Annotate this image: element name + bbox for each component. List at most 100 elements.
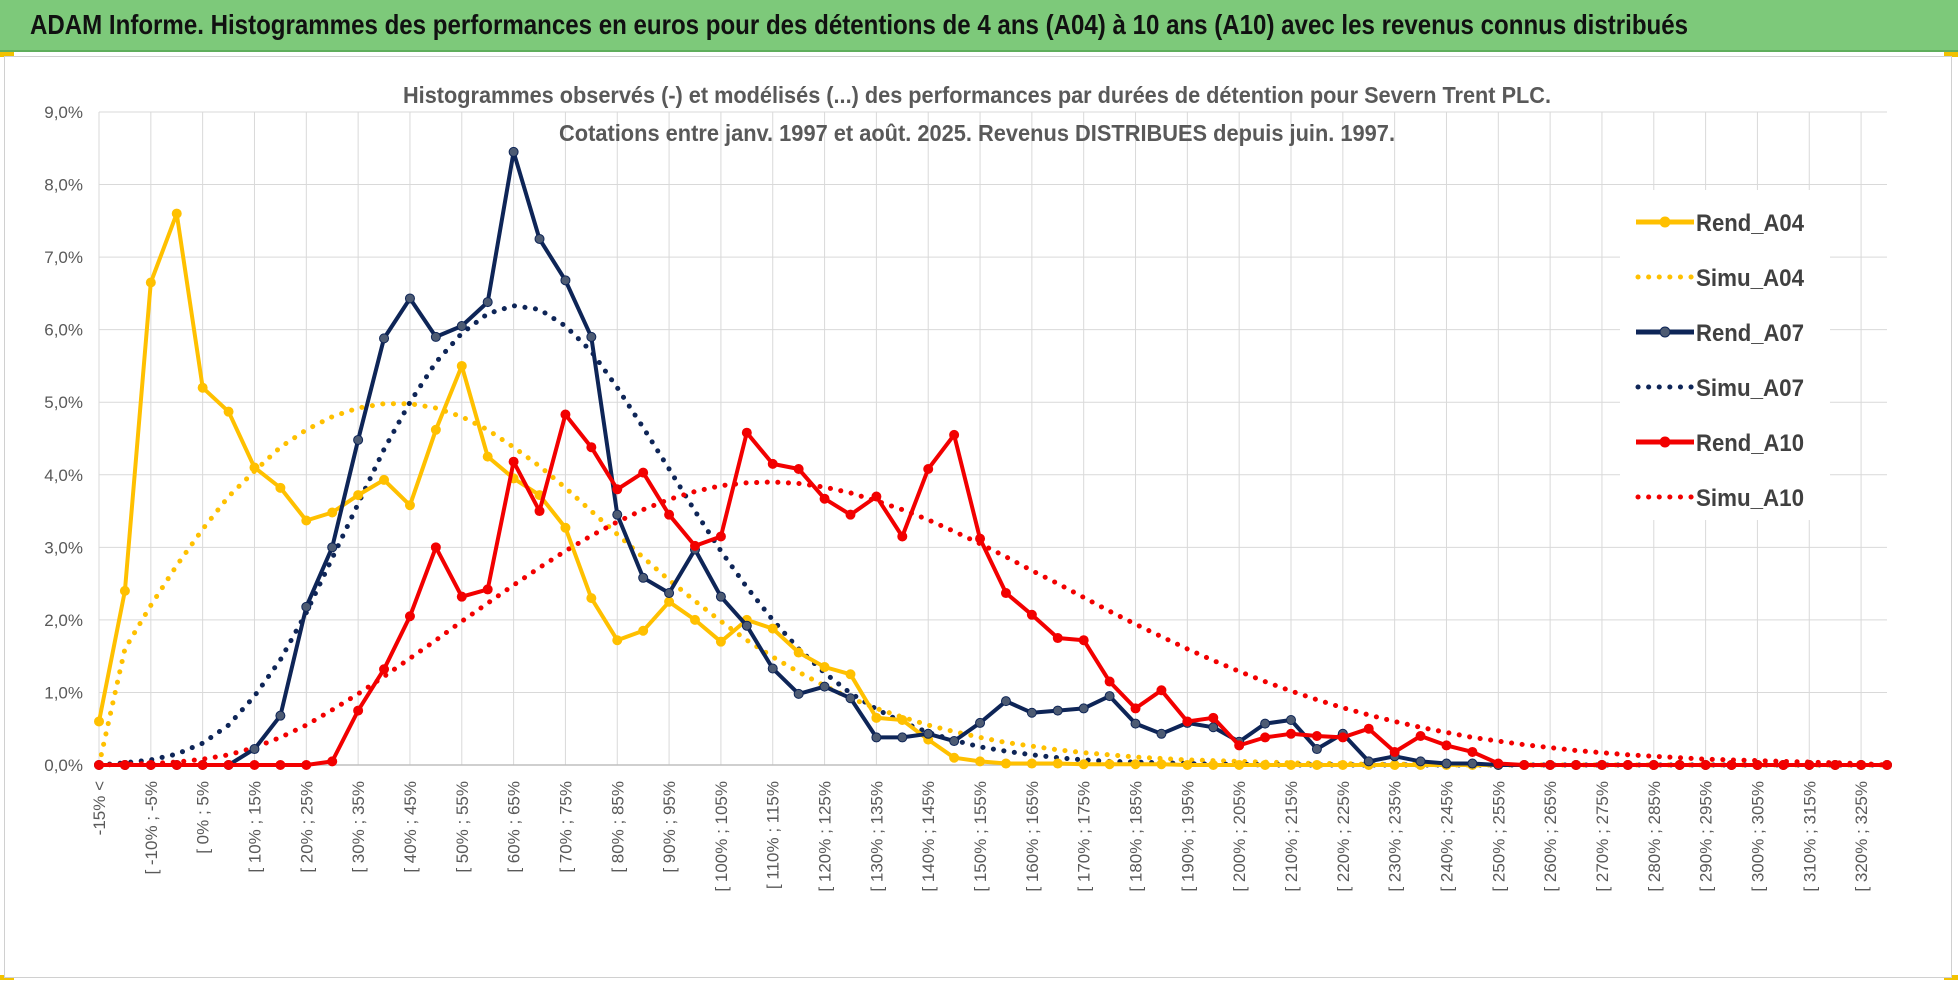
data-point <box>1519 760 1530 770</box>
data-point <box>1441 758 1452 769</box>
data-point <box>1052 705 1063 716</box>
data-point <box>949 752 960 763</box>
data-point <box>586 331 597 342</box>
data-point <box>586 593 597 604</box>
data-point <box>94 760 104 770</box>
data-point <box>430 542 441 553</box>
data-point <box>1545 760 1556 770</box>
x-tick-label: [ 240% ; 245% <box>1437 781 1456 892</box>
data-point <box>819 662 830 673</box>
data-point <box>741 427 752 438</box>
data-point <box>275 710 286 721</box>
data-point <box>560 409 571 420</box>
data-point <box>1648 760 1659 770</box>
data-point <box>1389 746 1400 757</box>
series-line-rend-a10 <box>99 412 1887 767</box>
data-point <box>430 424 441 435</box>
data-point <box>845 693 856 704</box>
legend-label: Rend_A10 <box>1696 430 1804 457</box>
data-point <box>1882 760 1892 770</box>
x-tick-label: [ 190% ; 195% <box>1178 781 1197 892</box>
data-point <box>1052 633 1063 644</box>
chart-subtitle: Cotations entre janv. 1997 et août. 2025… <box>559 120 1395 146</box>
y-tick-label: 6,0% <box>44 321 83 340</box>
data-point <box>404 611 415 622</box>
legend-label: Simu_A07 <box>1696 375 1804 402</box>
data-point <box>1026 707 1037 718</box>
data-point <box>1415 756 1426 767</box>
data-point <box>482 297 493 308</box>
data-point <box>1182 760 1193 770</box>
legend-marker <box>1659 216 1671 228</box>
x-tick-label: [ 250% ; 255% <box>1489 781 1508 892</box>
data-point <box>508 456 519 467</box>
data-point <box>1467 746 1478 757</box>
data-point <box>664 596 675 607</box>
legend-label: Rend_A04 <box>1696 210 1805 237</box>
data-point <box>456 360 467 371</box>
legend-marker <box>1659 436 1671 448</box>
data-point <box>612 509 623 520</box>
x-tick-label: [ 200% ; 205% <box>1230 781 1249 892</box>
data-point <box>897 732 908 743</box>
chart-title: Histogrammes observés (-) et modélisés (… <box>403 82 1551 108</box>
x-tick-label: -15% < <box>90 781 109 835</box>
data-point <box>612 484 623 495</box>
data-point <box>197 382 208 393</box>
data-point <box>1571 760 1582 770</box>
data-point <box>819 681 830 692</box>
data-point <box>793 688 804 699</box>
data-point <box>1311 760 1322 770</box>
report-banner: ADAM Informe. Histogrammes des performan… <box>0 0 1958 52</box>
data-point <box>327 542 338 553</box>
series-line-simu-a04 <box>96 401 1890 768</box>
data-point <box>1674 760 1685 770</box>
data-point <box>871 732 882 743</box>
data-point <box>741 620 752 631</box>
x-tick-label: [ 70% ; 75% <box>556 781 575 873</box>
x-tick-label: [ 280% ; 285% <box>1645 781 1664 892</box>
x-tick-label: [ 90% ; 95% <box>660 781 679 873</box>
data-point <box>664 588 675 599</box>
data-point <box>249 462 260 473</box>
data-point <box>171 208 182 219</box>
data-point <box>612 635 623 646</box>
data-point <box>1130 703 1141 714</box>
data-point <box>1156 728 1167 739</box>
chart-titles: Histogrammes observés (-) et modélisés (… <box>403 82 1551 146</box>
data-point <box>197 760 208 770</box>
data-point <box>767 623 778 634</box>
data-point <box>353 490 364 501</box>
data-point <box>404 500 415 511</box>
data-point <box>379 333 390 344</box>
data-point <box>793 647 804 658</box>
x-tick-label: [ 60% ; 65% <box>505 781 524 873</box>
data-point <box>767 458 778 469</box>
data-point <box>715 591 726 602</box>
data-point <box>1026 609 1037 620</box>
data-point <box>379 474 390 485</box>
data-point <box>327 507 338 518</box>
data-point <box>845 509 856 520</box>
series-layer <box>94 146 1892 770</box>
y-tick-label: 9,0% <box>44 103 83 122</box>
data-point <box>145 277 156 288</box>
y-tick-label: 5,0% <box>44 393 83 412</box>
x-tick-label: [ 140% ; 145% <box>919 781 938 892</box>
x-tick-label: [ 210% ; 215% <box>1282 781 1301 892</box>
data-point <box>1104 676 1115 687</box>
data-point <box>482 584 493 595</box>
data-point <box>560 522 571 533</box>
data-point <box>430 331 441 342</box>
data-point <box>1234 760 1245 770</box>
data-point <box>923 463 934 474</box>
series-line-simu-a07 <box>96 303 1890 768</box>
data-point <box>845 669 856 680</box>
data-point <box>1337 760 1348 770</box>
data-point <box>249 744 260 755</box>
data-point <box>171 760 182 770</box>
data-point <box>1260 760 1271 770</box>
data-point <box>715 531 726 542</box>
data-point <box>327 756 338 767</box>
